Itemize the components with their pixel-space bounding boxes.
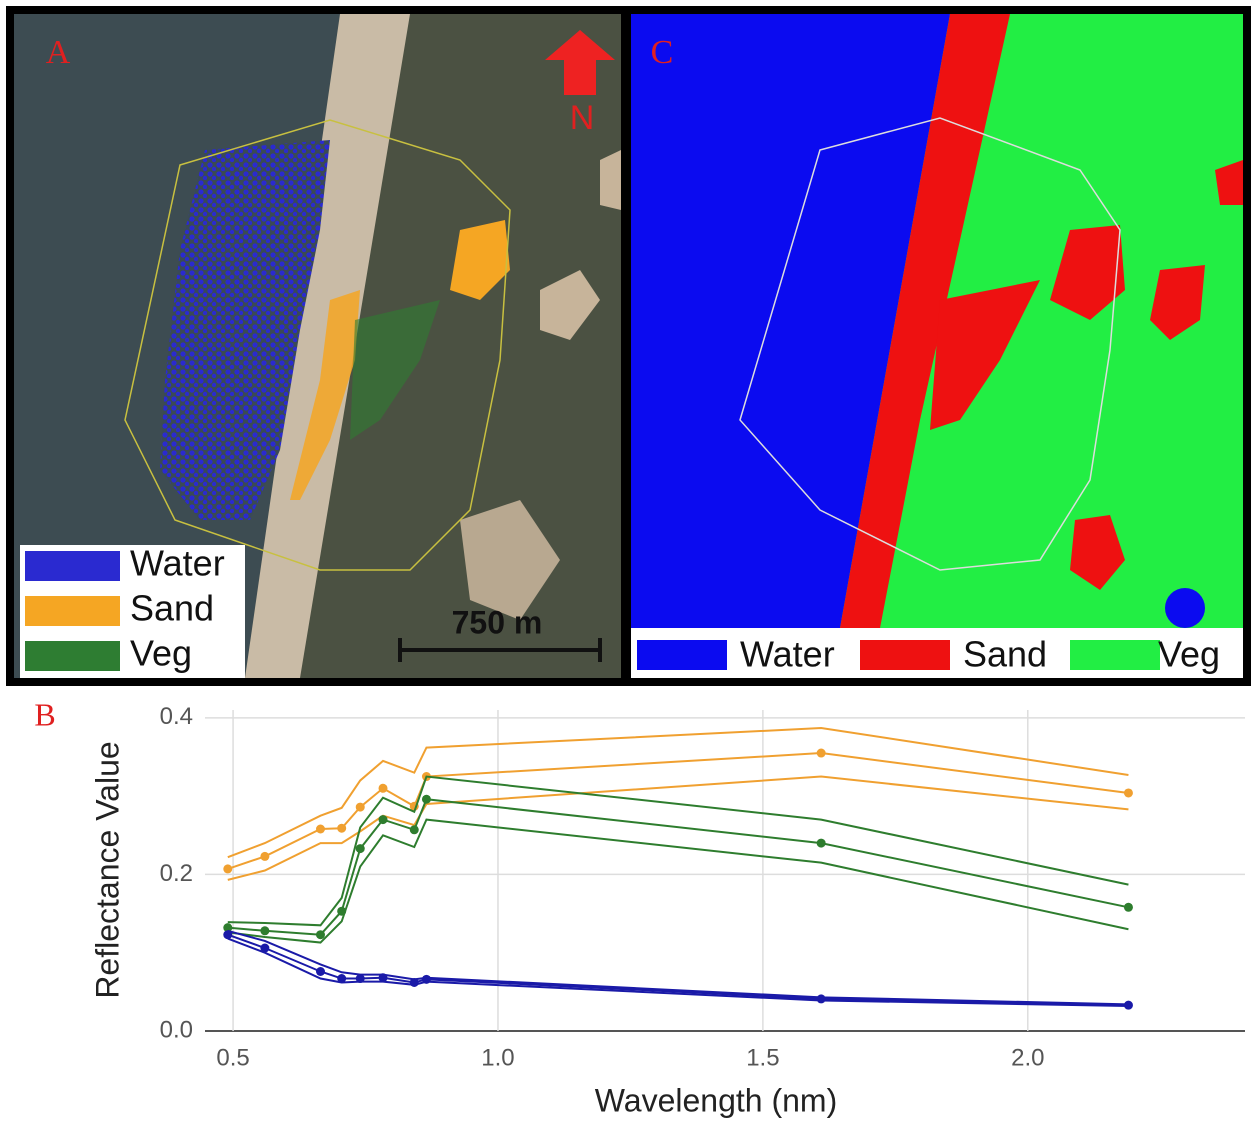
data-point (316, 930, 325, 939)
y-tick-label: 0.0 (160, 1016, 193, 1043)
x-axis-label: Wavelength (nm) (595, 1082, 837, 1118)
legend-label: Veg (1158, 634, 1220, 675)
x-tick-label: 2.0 (1011, 1044, 1044, 1071)
y-tick-label: 0.4 (160, 703, 193, 730)
legend-swatch (637, 640, 727, 670)
panel-label: C (651, 34, 674, 71)
data-point (260, 926, 269, 935)
legend-label: Water (740, 634, 835, 675)
data-point (410, 825, 419, 834)
scale-label: 750 m (452, 604, 543, 640)
data-point (356, 844, 365, 853)
data-point (316, 825, 325, 834)
x-tick-label: 1.0 (481, 1044, 514, 1071)
chart-title: B (34, 696, 55, 732)
x-tick-label: 0.5 (216, 1044, 249, 1071)
data-point (422, 795, 431, 804)
y-axis-label: Reflectance Value (89, 741, 125, 998)
legend-swatch (25, 641, 120, 671)
data-point (379, 784, 388, 793)
legend-swatch (1070, 640, 1160, 670)
series-line (228, 799, 1129, 934)
data-point (223, 864, 232, 873)
legend-swatch (25, 596, 120, 626)
data-point (817, 994, 826, 1003)
legend-swatch (25, 551, 120, 581)
legend-label: Veg (130, 633, 192, 674)
panel-label: A (46, 34, 71, 71)
figure: A N 750 m C B Reflectance Value Waveleng… (0, 0, 1251, 1126)
legend-swatch (860, 640, 950, 670)
data-point (356, 803, 365, 812)
x-tick-label: 1.5 (746, 1044, 779, 1071)
series-line (228, 939, 1129, 1006)
series-line (228, 728, 1129, 857)
data-point (316, 967, 325, 976)
legend-label: Sand (130, 588, 214, 629)
north-label: N (570, 99, 595, 137)
data-point (337, 824, 346, 833)
legend-label: Water (130, 543, 225, 584)
data-point (1124, 903, 1133, 912)
series-line (228, 820, 1129, 943)
data-point (260, 852, 269, 861)
data-point (1124, 788, 1133, 797)
page: A N 750 m C B Reflectance Value Waveleng… (0, 0, 1251, 1126)
data-point (817, 839, 826, 848)
data-point (379, 815, 388, 824)
classification-map (631, 14, 1243, 678)
y-tick-label: 0.2 (160, 860, 193, 887)
legend-label: Sand (963, 634, 1047, 675)
data-point (817, 749, 826, 758)
